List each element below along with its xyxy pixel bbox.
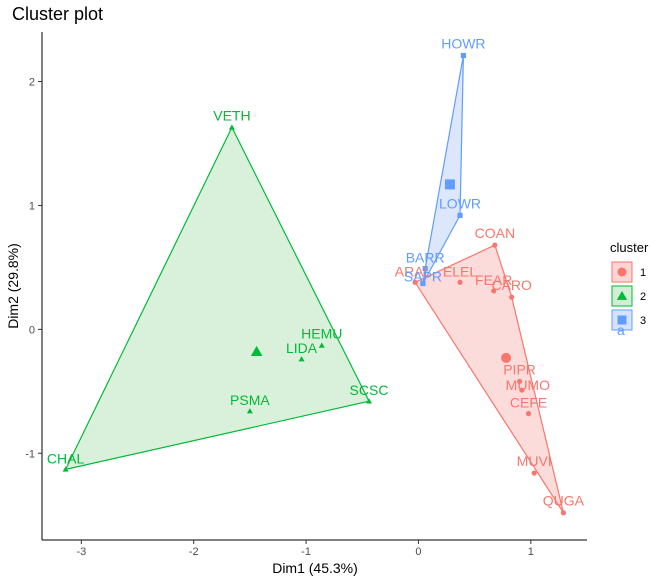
chart-title: Cluster plot	[12, 4, 103, 24]
point-coan	[492, 242, 498, 248]
y-tick-label: 1	[29, 200, 35, 212]
point-pipr	[516, 378, 523, 385]
legend-title: cluster	[610, 240, 649, 255]
x-tick-label: 1	[528, 546, 534, 558]
point-caro	[509, 294, 515, 300]
cluster-2-hull	[64, 126, 370, 471]
legend-overlay-glyph: a	[617, 322, 625, 338]
label-lowr: LOWR	[439, 195, 481, 211]
point-psma	[246, 408, 253, 414]
cluster-hulls	[64, 55, 564, 514]
label-muvi: MUVI	[517, 453, 552, 469]
point-lowr	[457, 212, 463, 218]
label-cefe: CEFE	[510, 395, 547, 411]
point-mumo	[519, 387, 525, 393]
label-coan: COAN	[475, 225, 515, 241]
legend-symbol-2	[616, 290, 628, 300]
x-axis-title: Dim1 (45.3%)	[272, 560, 358, 576]
legend-label-3: 3	[640, 315, 646, 327]
point-scsc	[366, 398, 372, 404]
label-scsc: SCSC	[350, 382, 389, 398]
point-fear	[491, 288, 497, 294]
x-axis-ticks: -3 -2 -1 0 1	[76, 540, 534, 558]
label-barr: BARR	[406, 250, 445, 266]
label-quga: QUGA	[543, 493, 585, 509]
legend-label-1: 1	[640, 267, 646, 279]
legend-symbol-1	[617, 267, 627, 277]
cluster-3-centroid	[444, 179, 455, 190]
y-tick-label: 2	[29, 77, 35, 89]
label-elel: ELEL	[443, 263, 477, 279]
point-elel	[457, 279, 463, 285]
cluster-2-centroid	[250, 345, 263, 356]
point-lida	[298, 356, 305, 362]
label-veth: VETH	[213, 107, 250, 123]
y-tick-label: 0	[29, 324, 35, 336]
cluster-centroids	[250, 179, 512, 363]
point-howr	[460, 52, 466, 59]
point-muvi	[531, 470, 537, 476]
legend-label-2: 2	[640, 291, 646, 303]
point-quga	[560, 510, 567, 516]
y-axis-title: Dim2 (29.8%)	[5, 243, 21, 329]
point-veth	[228, 124, 235, 130]
point-hemu	[318, 342, 325, 348]
legend-symbol-3	[617, 315, 627, 325]
label-caro: CARO	[491, 277, 532, 293]
point-chal	[62, 466, 69, 472]
data-points	[62, 52, 567, 516]
legend: cluster 1 2 3 a	[610, 240, 649, 338]
cluster-1-centroid	[501, 352, 512, 363]
x-tick-label: -3	[76, 546, 86, 558]
point-aral	[412, 279, 418, 285]
y-tick-label: -1	[25, 448, 35, 460]
point-cefe	[525, 411, 532, 417]
label-howr: HOWR	[441, 36, 485, 52]
label-mumo: MUMO	[506, 377, 550, 393]
label-psma: PSMA	[230, 392, 270, 408]
label-hemu: HEMU	[301, 325, 342, 341]
y-axis-ticks: -1 0 1 2	[25, 77, 42, 460]
point-sapr	[420, 280, 426, 287]
x-tick-label: 0	[415, 546, 421, 558]
label-sapr: SAPR	[404, 269, 442, 285]
label-chal: CHAL	[47, 450, 85, 466]
point-barr	[422, 266, 428, 272]
label-lida: LIDA	[286, 340, 318, 356]
x-tick-label: -1	[301, 546, 311, 558]
label-pipr: PIPR	[503, 361, 536, 377]
x-tick-label: -2	[189, 546, 199, 558]
label-aral: ARAL	[395, 263, 432, 279]
label-fear: FEAR	[475, 272, 512, 288]
